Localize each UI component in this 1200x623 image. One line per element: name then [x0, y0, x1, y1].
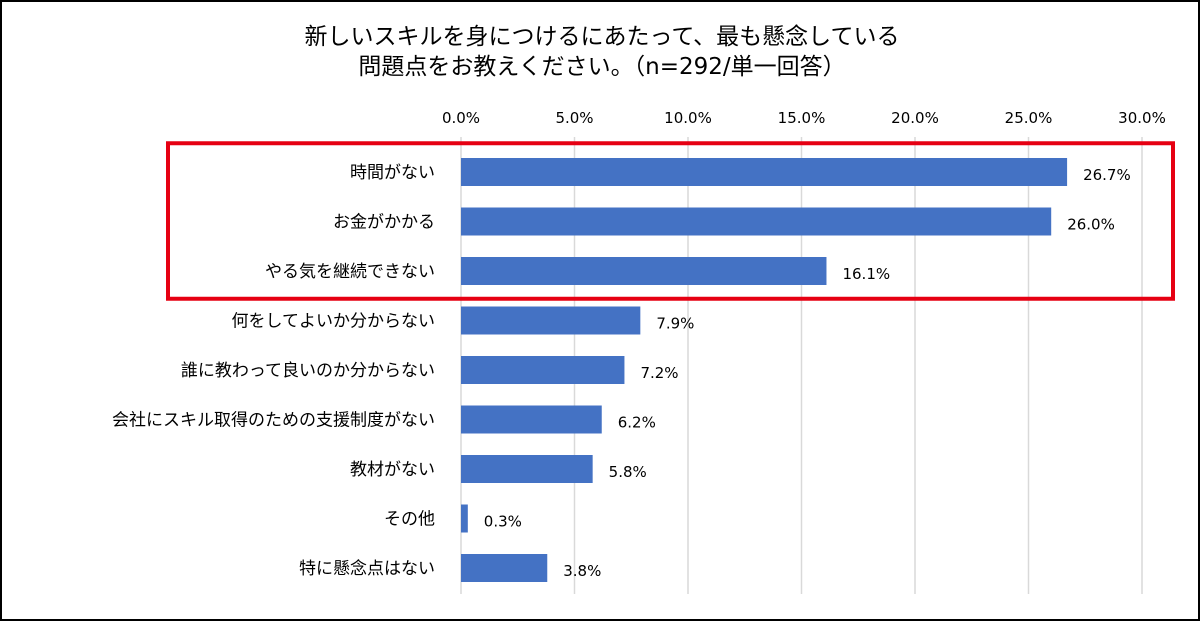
data-label: 5.8% — [609, 463, 647, 481]
data-label: 26.7% — [1083, 166, 1131, 184]
bar — [461, 554, 548, 582]
bar — [461, 207, 1052, 236]
bar — [461, 405, 602, 434]
highlight-box — [166, 141, 1175, 301]
x-tick-label: 5.0% — [555, 109, 593, 127]
x-tick-label: 30.0% — [1118, 109, 1166, 127]
chart-title-line-2: 問題点をお教えください。（n=292/単一回答） — [358, 54, 845, 80]
x-tick-label: 15.0% — [778, 109, 826, 127]
data-label: 6.2% — [618, 414, 656, 432]
data-label: 16.1% — [842, 265, 890, 283]
bar — [461, 504, 468, 533]
bar — [461, 455, 593, 483]
data-label: 0.3% — [484, 513, 522, 531]
category-label: お金がかかる — [333, 213, 435, 233]
data-label: 7.9% — [656, 315, 694, 333]
category-label: 誰に教わって良いのか分からない — [181, 361, 435, 381]
x-tick-label: 25.0% — [1005, 109, 1053, 127]
x-tick-label: 10.0% — [664, 109, 712, 127]
category-label: 会社にスキル取得のための支援制度がない — [112, 411, 435, 431]
data-label: 26.0% — [1067, 216, 1115, 234]
category-label: 教材がない — [350, 460, 435, 480]
data-label: 7.2% — [640, 364, 678, 382]
data-label: 3.8% — [563, 562, 601, 580]
bar — [461, 158, 1068, 186]
x-tick-label: 20.0% — [891, 109, 939, 127]
category-label: 時間がない — [350, 163, 435, 183]
chart-title-line-1: 新しいスキルを身につけるにあたって、最も懸念している — [304, 24, 899, 50]
bar — [461, 356, 625, 384]
x-tick-label: 0.0% — [442, 109, 480, 127]
category-label: 特に懸念点はない — [299, 558, 435, 579]
category-label: 何をしてよいか分からない — [232, 312, 436, 332]
bar — [461, 257, 827, 285]
category-label: やる気を継続できない — [265, 262, 435, 282]
category-label: その他 — [384, 510, 435, 530]
bar — [461, 306, 641, 335]
